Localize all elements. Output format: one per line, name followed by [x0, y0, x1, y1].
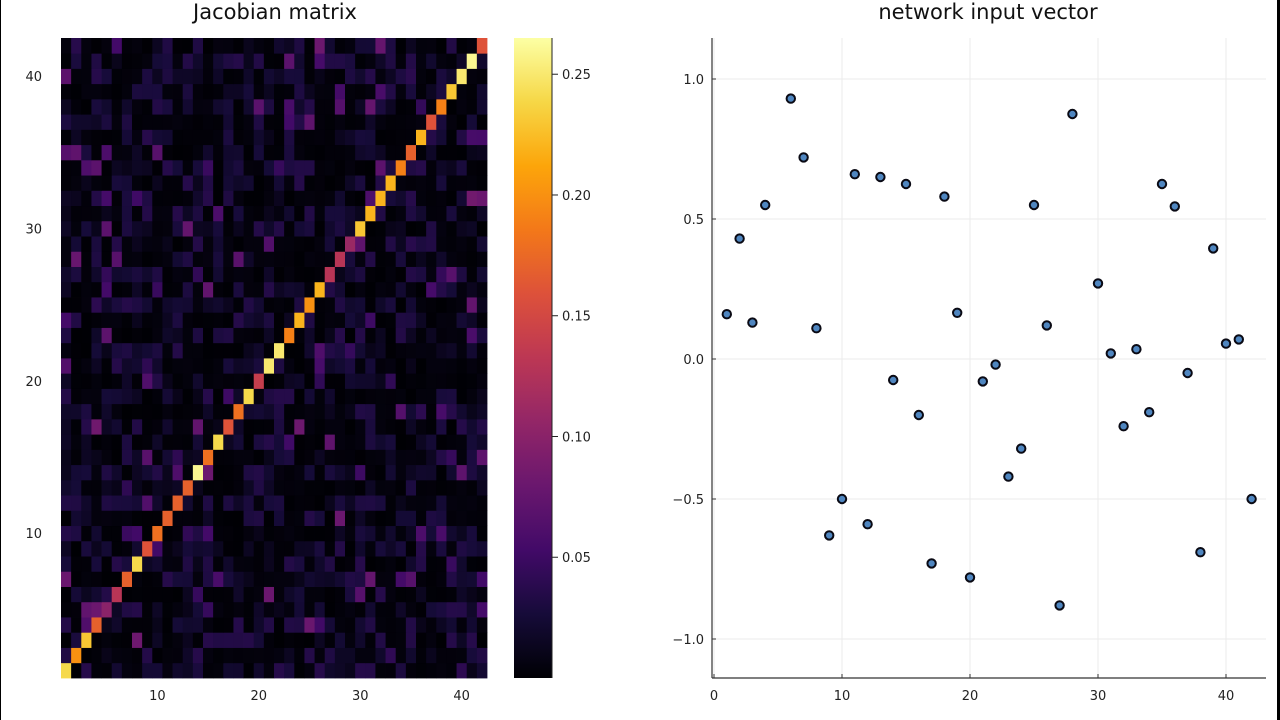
scatter-title: network input vector	[878, 0, 1098, 24]
data-point	[1054, 600, 1065, 611]
data-point	[1041, 320, 1052, 331]
colorbar-tick-label: 0.05	[562, 551, 591, 566]
data-point	[734, 233, 745, 244]
colorbar	[514, 38, 552, 678]
heatmap-xtick-label: 20	[251, 689, 268, 704]
heatmap-title: Jacobian matrix	[193, 0, 357, 24]
data-point	[1092, 278, 1104, 289]
scatter-ytick-label: −1.0	[672, 633, 704, 648]
data-point	[964, 572, 976, 583]
data-point	[1003, 471, 1014, 482]
data-point	[862, 519, 873, 530]
data-point	[760, 199, 771, 211]
data-point	[1169, 201, 1180, 212]
data-point	[1156, 178, 1168, 190]
heatmap-xtick-label: 10	[149, 689, 166, 704]
data-point	[939, 191, 950, 202]
data-point	[1182, 367, 1193, 379]
heatmap-ytick-label: 40	[25, 70, 42, 85]
heatmap-cells	[61, 38, 488, 679]
scatter-ytick-label: −0.5	[672, 493, 704, 508]
data-point	[1131, 344, 1142, 355]
scatter-xtick-label: 0	[710, 689, 718, 704]
heatmap-ytick-label: 10	[25, 527, 42, 542]
data-point	[1144, 407, 1155, 418]
data-point	[1208, 243, 1219, 254]
data-point	[926, 558, 937, 569]
data-point	[747, 317, 758, 328]
scatter-ytick-label: 1.0	[683, 73, 704, 88]
left-border	[0, 0, 1, 720]
heatmap-ytick-label: 30	[25, 222, 42, 237]
data-point	[1067, 108, 1078, 120]
scatter-panel: −1.0 −0.5 0.0 0.5 1.0 0 10 20 30 40	[672, 38, 1266, 704]
data-point	[990, 359, 1001, 370]
data-point	[849, 169, 861, 180]
data-point	[1105, 348, 1116, 359]
scatter-xtick-label: 40	[1218, 689, 1235, 704]
data-point	[721, 309, 733, 320]
right-border	[1277, 0, 1280, 720]
scatter-points	[721, 93, 1257, 611]
scatter-xtick-label: 30	[1090, 689, 1107, 704]
data-point	[1220, 338, 1232, 349]
scatter-ytick-label: 0.5	[683, 213, 704, 228]
data-point	[1246, 493, 1257, 505]
data-point	[824, 530, 835, 541]
scatter-grid	[712, 38, 1266, 678]
heatmap-panel: 10 20 30 40 10 20 30 40 0.05 0.10 0.15 0.20 0.25	[25, 38, 591, 704]
data-point	[913, 409, 924, 421]
heatmap-xtick-label: 40	[453, 689, 470, 704]
scatter-ytick-label: 0.0	[683, 353, 704, 368]
data-point	[888, 374, 899, 386]
data-point	[1016, 443, 1027, 454]
data-point	[1233, 334, 1244, 345]
data-point	[798, 152, 809, 163]
data-point	[1195, 547, 1206, 558]
colorbar-tick-label: 0.15	[562, 310, 591, 325]
scatter-xtick-label: 20	[962, 689, 979, 704]
colorbar-tick-label: 0.10	[562, 430, 591, 445]
data-point	[952, 307, 963, 318]
scatter-xtick-label: 10	[834, 689, 851, 704]
colorbar-tick-label: 0.25	[562, 68, 591, 83]
data-point	[977, 376, 988, 387]
heatmap-xtick-label: 30	[352, 689, 369, 704]
data-point	[836, 493, 848, 505]
heatmap-ytick-label: 20	[25, 375, 42, 390]
colorbar-tick-label: 0.20	[562, 189, 591, 204]
data-point	[1118, 421, 1129, 432]
data-point	[1028, 199, 1040, 211]
data-point	[785, 93, 797, 104]
data-point	[875, 171, 886, 183]
data-point	[811, 323, 822, 334]
data-point	[900, 178, 912, 190]
